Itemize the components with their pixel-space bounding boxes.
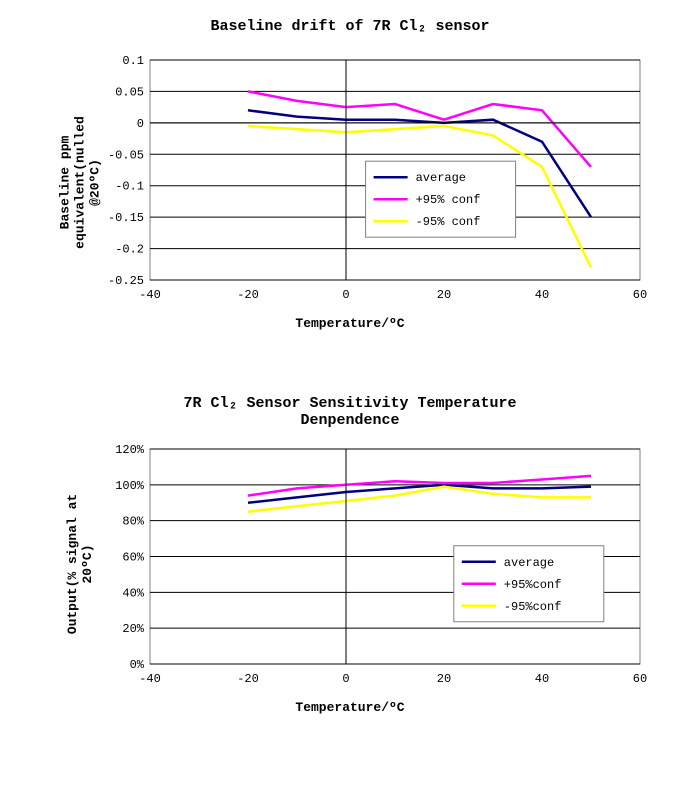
svg-text:-0.05: -0.05 xyxy=(108,148,144,162)
chart1-plot: -40 -20 0 20 40 60 -0.25 -0.2 -0.15 -0.1 -0.05 0 0.0… xyxy=(20,50,680,310)
chart1-xlabel: Temperature/ºC xyxy=(20,316,680,331)
svg-text:-20: -20 xyxy=(237,672,259,686)
svg-text:-0.1: -0.1 xyxy=(115,180,144,194)
page: Baseline drift of 7R Cl₂ sensor Baseline… xyxy=(0,0,700,800)
svg-text:40: 40 xyxy=(535,672,549,686)
chart1-ylabel: Baseline ppm equivalent(nulled @20ºC) xyxy=(58,83,103,283)
chart2-ylabel: Output(% signal at 20ºC) xyxy=(65,474,95,654)
svg-text:60: 60 xyxy=(633,672,647,686)
chart2-plot: -40 -20 0 20 40 60 0% 20% 40% 60% 80% 100% 120% avera… xyxy=(20,439,680,694)
svg-text:0: 0 xyxy=(342,672,349,686)
svg-text:20: 20 xyxy=(437,672,451,686)
svg-text:40: 40 xyxy=(535,288,549,302)
svg-text:0.1: 0.1 xyxy=(122,54,144,68)
svg-text:-40: -40 xyxy=(139,288,161,302)
svg-text:0%: 0% xyxy=(130,658,145,672)
svg-text:average: average xyxy=(504,556,554,570)
svg-text:100%: 100% xyxy=(115,479,145,493)
svg-text:0.05: 0.05 xyxy=(115,85,144,99)
svg-text:0: 0 xyxy=(342,288,349,302)
svg-text:+95%conf: +95%conf xyxy=(504,578,562,592)
svg-text:20: 20 xyxy=(437,288,451,302)
svg-text:60%: 60% xyxy=(122,551,144,565)
chart1-container: Baseline ppm equivalent(nulled @20ºC) -4… xyxy=(20,50,680,350)
chart2-container: Output(% signal at 20ºC) -40 -20 0 20 40 60 0%… xyxy=(20,439,680,729)
svg-text:0: 0 xyxy=(137,117,144,131)
svg-text:60: 60 xyxy=(633,288,647,302)
svg-text:-20: -20 xyxy=(237,288,259,302)
svg-text:-0.2: -0.2 xyxy=(115,243,144,257)
svg-text:-0.15: -0.15 xyxy=(108,211,144,225)
svg-text:-40: -40 xyxy=(139,672,161,686)
svg-text:40%: 40% xyxy=(122,586,144,600)
svg-text:-95% conf: -95% conf xyxy=(416,215,481,229)
svg-text:average: average xyxy=(416,171,466,185)
svg-text:+95% conf: +95% conf xyxy=(416,193,481,207)
chart1-title: Baseline drift of 7R Cl₂ sensor xyxy=(0,0,700,35)
svg-text:-0.25: -0.25 xyxy=(108,274,144,288)
svg-text:20%: 20% xyxy=(122,622,144,636)
svg-text:80%: 80% xyxy=(122,515,144,529)
chart2-xlabel: Temperature/ºC xyxy=(20,700,680,715)
svg-text:120%: 120% xyxy=(115,443,145,457)
svg-text:-95%conf: -95%conf xyxy=(504,600,562,614)
chart2-title: 7R Cl₂ Sensor Sensitivity Temperature De… xyxy=(0,395,700,429)
